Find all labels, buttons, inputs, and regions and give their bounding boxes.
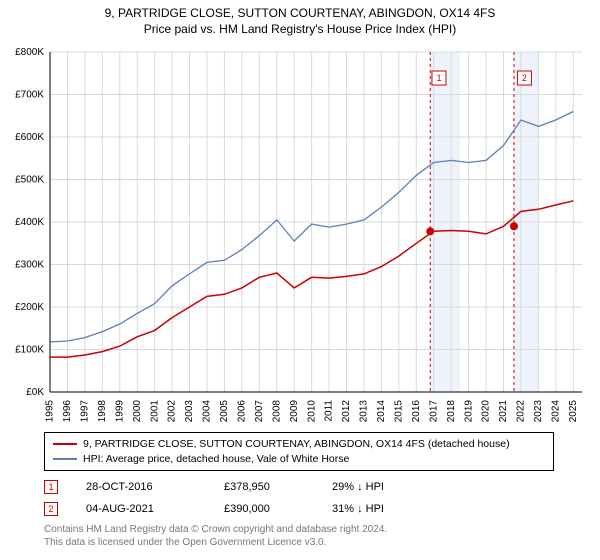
marker-date-1: 28-OCT-2016: [86, 481, 196, 493]
svg-text:£200K: £200K: [15, 302, 44, 313]
chart-area: 1995 1996 1997 1998 1999 2000 2001 2002 2003 2004…: [42, 44, 590, 424]
svg-text:2014: 2014: [376, 400, 387, 423]
marker-badge-2: 2: [44, 502, 58, 516]
svg-text:£700K: £700K: [15, 90, 44, 101]
svg-text:£500K: £500K: [15, 175, 44, 186]
svg-text:2006: 2006: [237, 400, 248, 423]
marker-table: 1 28-OCT-2016 £378,950 29% ↓ HPI 2 04-AU…: [44, 476, 554, 520]
svg-text:£100K: £100K: [15, 345, 44, 356]
marker-pct-2: 31% ↓ HPI: [332, 503, 432, 515]
marker-badge-1: 1: [44, 480, 58, 494]
footer-line2: This data is licensed under the Open Gov…: [44, 537, 554, 550]
svg-text:2025: 2025: [568, 400, 579, 423]
svg-text:£400K: £400K: [15, 217, 44, 228]
chart-container: 9, PARTRIDGE CLOSE, SUTTON COURTENAY, AB…: [0, 0, 600, 560]
svg-text:2021: 2021: [498, 400, 509, 423]
svg-text:2000: 2000: [132, 400, 143, 423]
svg-text:2023: 2023: [533, 400, 544, 423]
svg-text:2019: 2019: [463, 400, 474, 423]
svg-text:£0K: £0K: [26, 387, 44, 398]
svg-text:2024: 2024: [550, 400, 561, 423]
svg-text:2009: 2009: [289, 400, 300, 423]
svg-text:£600K: £600K: [15, 132, 44, 143]
svg-text:2005: 2005: [219, 400, 230, 423]
footer-line1: Contains HM Land Registry data © Crown c…: [44, 524, 554, 537]
legend: 9, PARTRIDGE CLOSE, SUTTON COURTENAY, AB…: [44, 432, 554, 471]
svg-text:2008: 2008: [271, 400, 282, 423]
svg-text:1: 1: [436, 73, 441, 83]
marker-price-2: £390,000: [224, 503, 304, 515]
marker-price-1: £378,950: [224, 481, 304, 493]
marker-pct-1: 29% ↓ HPI: [332, 481, 432, 493]
svg-text:2011: 2011: [324, 400, 335, 422]
legend-swatch-hpi: [53, 458, 77, 460]
svg-text:2012: 2012: [341, 400, 352, 423]
svg-text:2002: 2002: [167, 400, 178, 423]
svg-text:2004: 2004: [202, 400, 213, 423]
svg-text:2007: 2007: [254, 400, 265, 423]
legend-row-property: 9, PARTRIDGE CLOSE, SUTTON COURTENAY, AB…: [53, 437, 545, 452]
title-line2: Price paid vs. HM Land Registry's House …: [0, 22, 600, 36]
legend-label-hpi: HPI: Average price, detached house, Vale…: [83, 452, 349, 467]
line-chart: 1995 1996 1997 1998 1999 2000 2001 2002 2003 2004…: [42, 44, 590, 424]
marker-row-2: 2 04-AUG-2021 £390,000 31% ↓ HPI: [44, 498, 554, 520]
svg-text:2015: 2015: [393, 400, 404, 423]
svg-text:2018: 2018: [446, 400, 457, 423]
svg-text:2: 2: [522, 73, 527, 83]
svg-text:2010: 2010: [306, 400, 317, 423]
svg-text:£800K: £800K: [15, 47, 44, 58]
footer: Contains HM Land Registry data © Crown c…: [44, 524, 554, 549]
svg-text:1997: 1997: [80, 400, 91, 423]
svg-text:2017: 2017: [428, 400, 439, 423]
title-line1: 9, PARTRIDGE CLOSE, SUTTON COURTENAY, AB…: [0, 6, 600, 20]
legend-swatch-property: [53, 443, 77, 445]
svg-text:2016: 2016: [411, 400, 422, 423]
legend-label-property: 9, PARTRIDGE CLOSE, SUTTON COURTENAY, AB…: [83, 437, 510, 452]
legend-row-hpi: HPI: Average price, detached house, Vale…: [53, 452, 545, 467]
svg-text:2020: 2020: [481, 400, 492, 423]
svg-text:2013: 2013: [359, 400, 370, 423]
svg-text:£300K: £300K: [15, 260, 44, 271]
marker-row-1: 1 28-OCT-2016 £378,950 29% ↓ HPI: [44, 476, 554, 498]
svg-text:1999: 1999: [114, 400, 125, 423]
title-block: 9, PARTRIDGE CLOSE, SUTTON COURTENAY, AB…: [0, 0, 600, 38]
svg-text:2001: 2001: [149, 400, 160, 423]
svg-text:1998: 1998: [97, 400, 108, 423]
marker-date-2: 04-AUG-2021: [86, 503, 196, 515]
svg-text:1995: 1995: [45, 400, 56, 423]
svg-text:2003: 2003: [184, 400, 195, 423]
svg-text:2022: 2022: [516, 400, 527, 423]
svg-text:1996: 1996: [62, 400, 73, 423]
